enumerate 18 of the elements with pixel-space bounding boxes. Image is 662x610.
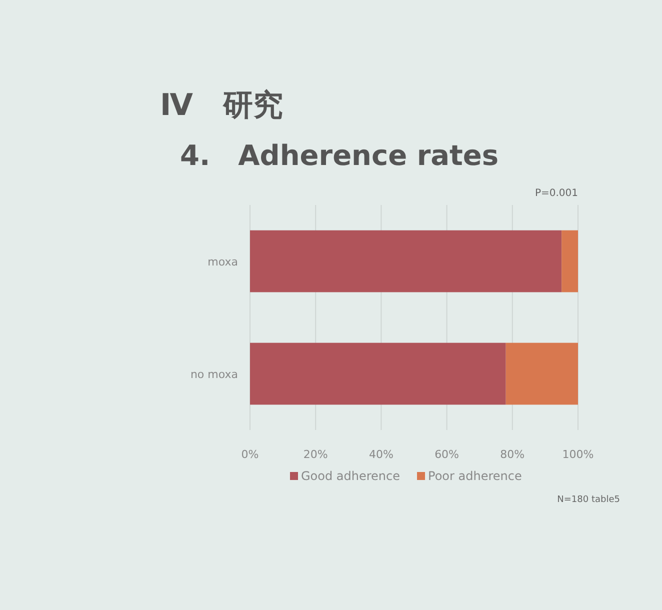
text: N=180 table5 (557, 495, 620, 505)
bar (506, 342, 578, 405)
x-tick-label: 80% (500, 448, 525, 461)
legend-label: Poor adherence (428, 469, 522, 483)
bar (250, 230, 562, 292)
y-tick-label: moxa (208, 255, 238, 268)
x-tick-label: 0% (241, 448, 259, 461)
y-tick-label: no moxa (190, 368, 238, 381)
bar (250, 342, 506, 405)
x-tick-label: 60% (434, 448, 460, 461)
x-tick-label: 40% (368, 448, 394, 461)
bar (562, 230, 578, 292)
text: P=0.001 (534, 188, 578, 199)
x-tick-label: 100% (562, 448, 594, 461)
chart-subtitle: 4. Adherence rates (180, 139, 499, 172)
chart-title: Ⅳ 研究 (160, 88, 283, 123)
x-tick-label: 20% (303, 448, 328, 461)
legend-label: Good adherence (301, 469, 400, 483)
